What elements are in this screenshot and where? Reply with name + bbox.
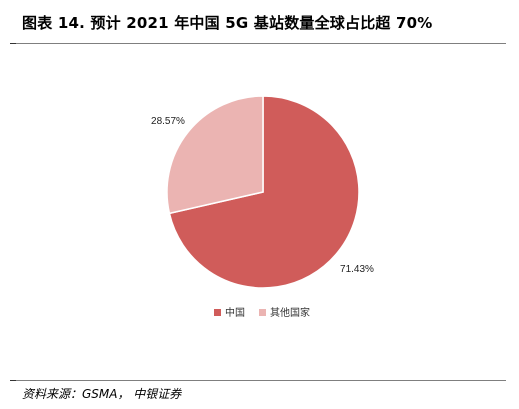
pie-slices [166, 95, 360, 289]
bottom-rule [16, 380, 506, 381]
data-label-other-countries: 28.57% [151, 116, 185, 127]
legend-swatch-china [214, 309, 221, 316]
pie-slice-other-countries [166, 95, 264, 215]
legend-label-other-countries: 其他国家 [270, 306, 310, 319]
data-label-china: 71.43% [340, 264, 374, 275]
top-rule [16, 43, 506, 44]
legend-swatch-other-countries [259, 309, 266, 316]
top-rule-tick [10, 43, 16, 44]
legend: 中国 其他国家 [214, 306, 310, 319]
pie-slice-china [168, 95, 360, 289]
pie-labels: 71.43% 28.57% [151, 116, 374, 275]
bottom-rule-tick [10, 380, 16, 381]
source-note: 资料来源：GSMA， 中银证券 [22, 387, 182, 401]
legend-label-china: 中国 [225, 306, 245, 319]
figure-title: 图表 14. 预计 2021 年中国 5G 基站数量全球占比超 70% [22, 14, 433, 32]
